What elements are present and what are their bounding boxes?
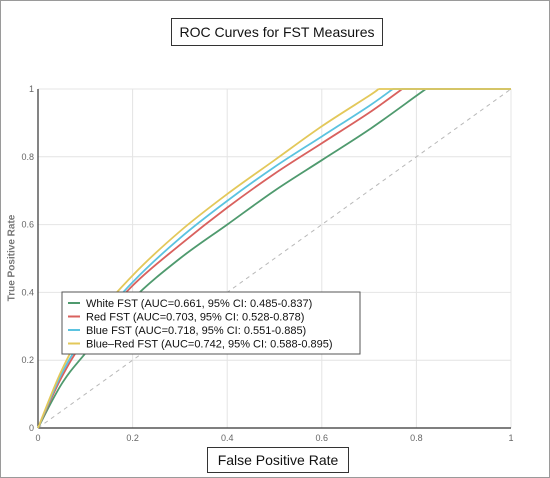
x-tick-label: 0.8 bbox=[410, 433, 423, 443]
x-tick-label: 1 bbox=[508, 433, 513, 443]
y-tick-label: 0.2 bbox=[21, 355, 34, 365]
y-tick-label: 0.8 bbox=[21, 152, 34, 162]
chart-title: ROC Curves for FST Measures bbox=[171, 18, 383, 46]
axes bbox=[37, 89, 511, 429]
legend-box bbox=[61, 291, 361, 355]
x-tick-label: 0 bbox=[35, 433, 40, 443]
legend-label: Red FST (AUC=0.703, 95% CI: 0.528-0.878) bbox=[86, 312, 304, 324]
y-axis-label: True Positive Rate bbox=[6, 214, 18, 302]
chance-diagonal-line bbox=[37, 88, 512, 429]
series-line-2 bbox=[37, 88, 403, 429]
y-tick-label: 1 bbox=[29, 84, 34, 94]
series-lines bbox=[37, 88, 512, 429]
legend-label: Blue FST (AUC=0.718, 95% CI: 0.551-0.885… bbox=[86, 325, 306, 337]
y-tick-label: 0.4 bbox=[21, 287, 34, 297]
x-axis-label-text: False Positive Rate bbox=[217, 452, 339, 468]
chart-title-text: ROC Curves for FST Measures bbox=[179, 24, 375, 40]
x-tick-label: 0.4 bbox=[221, 433, 234, 443]
y-tick-label: 0 bbox=[29, 423, 34, 433]
x-tick-label: 0.2 bbox=[126, 433, 139, 443]
series-line-3 bbox=[37, 88, 394, 429]
tick-labels: 0 0.2 0.4 0.6 0.8 1 0 0.2 0.4 0.6 0.8 1 bbox=[21, 84, 513, 443]
legend-label: White FST (AUC=0.661, 95% CI: 0.485-0.83… bbox=[86, 298, 312, 310]
series-line-1 bbox=[37, 88, 427, 429]
legend: White FST (AUC=0.661, 95% CI: 0.485-0.83… bbox=[61, 291, 361, 355]
x-tick-label: 0.6 bbox=[316, 433, 329, 443]
legend-label: Blue–Red FST (AUC=0.742, 95% CI: 0.588-0… bbox=[86, 339, 333, 351]
x-axis-label: False Positive Rate bbox=[207, 447, 349, 473]
y-tick-label: 0.6 bbox=[21, 220, 34, 230]
